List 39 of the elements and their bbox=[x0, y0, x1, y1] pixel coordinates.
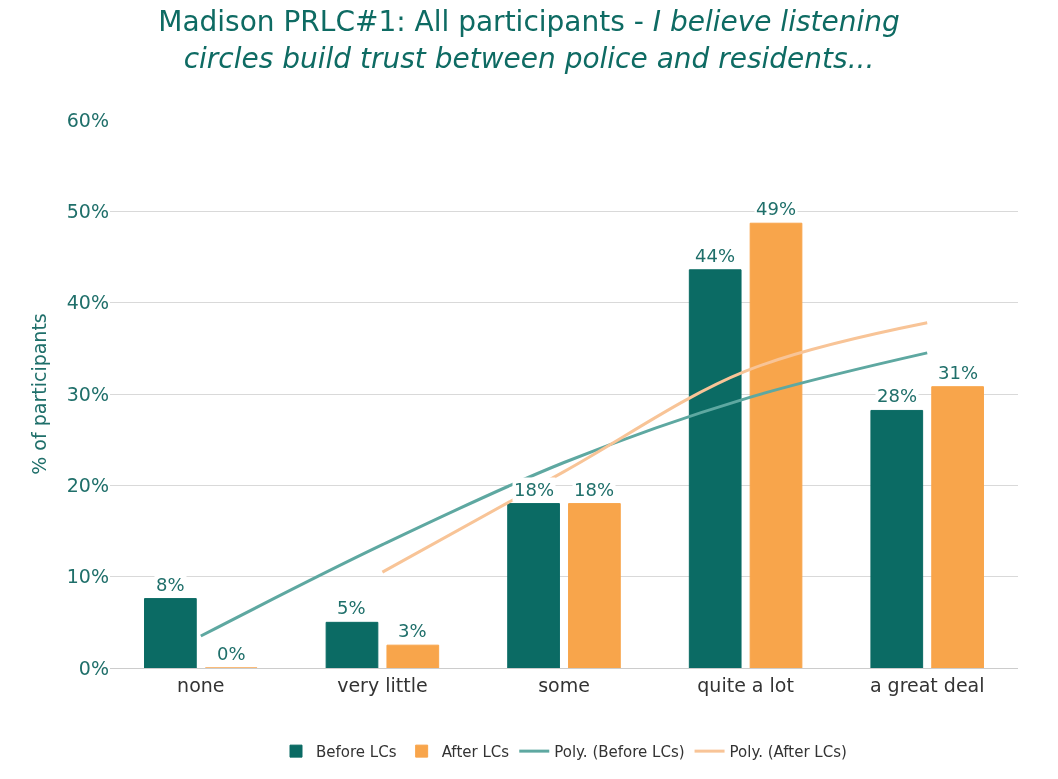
legend-label: Before LCs bbox=[316, 742, 397, 761]
y-tick-label: 40% bbox=[66, 291, 109, 314]
bar bbox=[325, 621, 379, 668]
data-label: 8% bbox=[156, 574, 185, 595]
bar bbox=[870, 409, 924, 668]
data-label: 5% bbox=[337, 597, 366, 618]
bar bbox=[507, 503, 560, 668]
line-series bbox=[199, 351, 929, 638]
y-tick-label: 20% bbox=[66, 473, 109, 496]
x-tick-label: quite a lot bbox=[697, 673, 794, 696]
data-label: 3% bbox=[398, 620, 427, 641]
y-tick-label: 0% bbox=[78, 656, 109, 679]
bar bbox=[688, 269, 742, 668]
data-label: 31% bbox=[938, 362, 979, 383]
bar bbox=[749, 222, 803, 668]
y-tick-label: 30% bbox=[66, 382, 109, 405]
legend-label: Poly. (Before LCs) bbox=[554, 742, 685, 761]
data-label: 49% bbox=[756, 198, 797, 219]
x-tick-label: none bbox=[177, 673, 225, 696]
data-label: 28% bbox=[877, 385, 918, 406]
legend-label: After LCs bbox=[441, 742, 510, 761]
y-tick-label: 50% bbox=[66, 199, 109, 222]
y-axis-title: % of participants bbox=[27, 313, 50, 475]
y-tick-label: 60% bbox=[66, 108, 109, 131]
x-tick-label: some bbox=[538, 673, 590, 696]
bar bbox=[144, 598, 197, 668]
bar bbox=[931, 386, 984, 668]
bar bbox=[568, 503, 621, 668]
data-label: 0% bbox=[217, 643, 246, 664]
bar bbox=[386, 644, 440, 668]
data-label: 44% bbox=[695, 245, 736, 266]
x-tick-label: a great deal bbox=[869, 673, 985, 696]
x-tick-label: very little bbox=[337, 673, 428, 696]
y-tick-label: 10% bbox=[66, 565, 109, 588]
legend-label: Poly. (After LCs) bbox=[729, 742, 847, 761]
chart-title: Madison PRLC#1: All participants - I believe listening circles build trust between police and residents... bbox=[158, 5, 900, 75]
data-label: 18% bbox=[574, 479, 615, 500]
data-label: 18% bbox=[514, 479, 555, 500]
line-series bbox=[380, 321, 929, 574]
